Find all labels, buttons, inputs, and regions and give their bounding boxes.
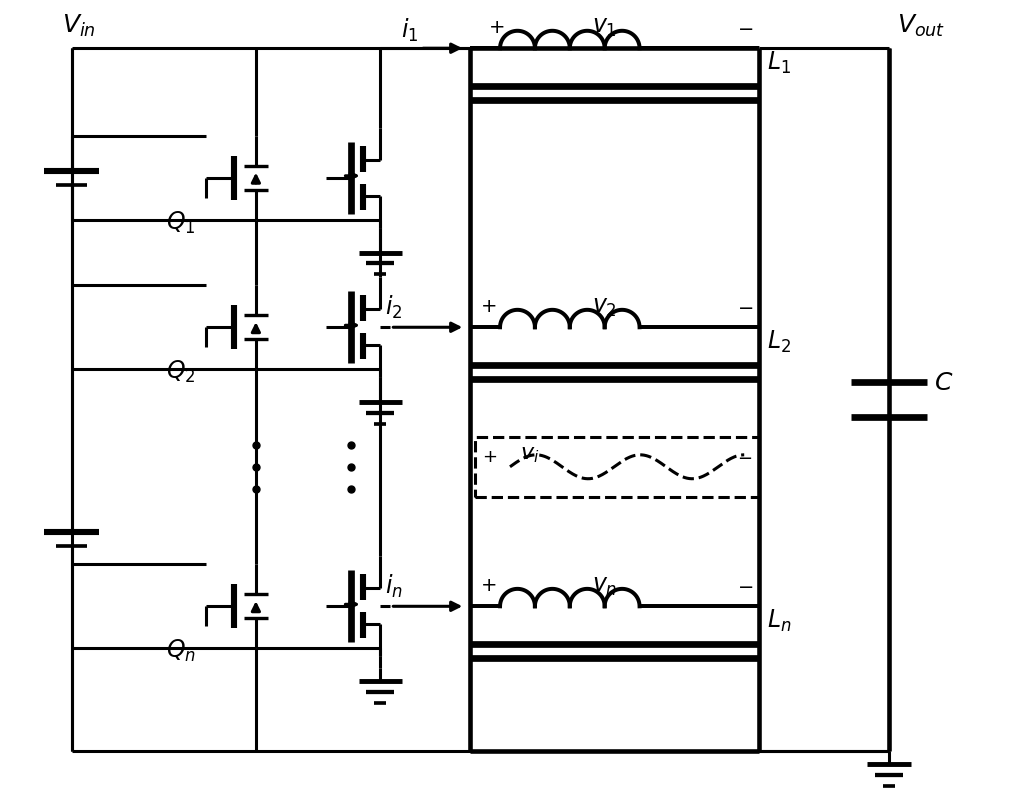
- Text: $L_2$: $L_2$: [768, 329, 791, 355]
- Text: $V_{out}$: $V_{out}$: [896, 13, 945, 40]
- Text: $+$: $+$: [489, 19, 505, 37]
- Bar: [475, 437, 759, 496]
- Text: $+$: $+$: [482, 448, 498, 466]
- Text: $-$: $-$: [737, 448, 752, 466]
- Text: $+$: $+$: [480, 577, 497, 596]
- Text: $L_1$: $L_1$: [768, 50, 791, 77]
- Text: $Q_1$: $Q_1$: [167, 210, 195, 236]
- Text: $+$: $+$: [480, 299, 497, 316]
- Text: $-$: $-$: [737, 299, 753, 316]
- Text: $v_i$: $v_i$: [520, 443, 540, 466]
- Text: $i_1$: $i_1$: [401, 17, 418, 44]
- Text: $L_n$: $L_n$: [768, 608, 792, 634]
- Text: $v_2$: $v_2$: [592, 295, 617, 319]
- Text: $v_n$: $v_n$: [592, 575, 617, 597]
- Text: $i_2$: $i_2$: [385, 293, 403, 320]
- Text: $Q_n$: $Q_n$: [167, 638, 196, 664]
- Text: $v_1$: $v_1$: [592, 16, 617, 40]
- Text: $C$: $C$: [933, 371, 953, 395]
- Text: $Q_2$: $Q_2$: [167, 359, 195, 385]
- Text: $V_{in}$: $V_{in}$: [61, 13, 95, 40]
- Text: $-$: $-$: [737, 19, 753, 37]
- Text: $i_n$: $i_n$: [385, 572, 404, 600]
- Text: $-$: $-$: [737, 577, 753, 596]
